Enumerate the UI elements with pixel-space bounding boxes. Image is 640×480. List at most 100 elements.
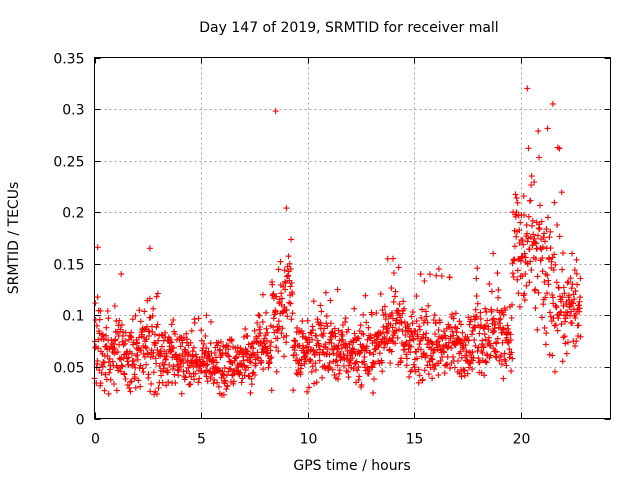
data-point xyxy=(243,351,250,358)
y-axis-label: SRMTID / TECUs xyxy=(6,182,22,295)
data-point xyxy=(388,285,395,292)
data-point xyxy=(269,292,276,299)
data-point xyxy=(429,341,436,348)
data-point xyxy=(510,274,517,280)
data-point xyxy=(577,275,584,282)
data-point xyxy=(266,359,273,366)
data-point xyxy=(536,226,543,233)
data-point xyxy=(329,366,336,373)
data-point xyxy=(526,279,533,286)
data-point xyxy=(137,383,144,390)
data-point xyxy=(388,348,395,355)
data-point xyxy=(169,365,176,372)
data-point xyxy=(561,290,568,297)
data-point xyxy=(276,323,283,330)
data-point xyxy=(283,205,290,212)
data-point xyxy=(570,291,577,298)
data-point xyxy=(521,212,527,219)
data-point xyxy=(544,272,551,279)
data-point xyxy=(394,317,400,323)
data-point xyxy=(126,385,133,392)
data-point xyxy=(136,307,143,314)
data-point xyxy=(428,355,435,362)
data-point xyxy=(318,308,325,315)
data-point xyxy=(549,100,556,107)
data-point xyxy=(560,284,567,291)
data-point xyxy=(464,370,471,377)
data-point xyxy=(101,359,108,366)
data-point xyxy=(107,376,114,383)
data-point xyxy=(422,308,429,315)
data-point xyxy=(111,303,118,309)
data-point xyxy=(389,324,396,331)
data-point xyxy=(467,360,474,367)
data-point xyxy=(119,363,126,370)
data-point xyxy=(184,336,191,343)
data-point xyxy=(358,381,365,388)
data-point xyxy=(140,368,147,375)
data-point xyxy=(127,388,134,395)
data-point xyxy=(330,350,337,357)
data-point xyxy=(311,380,318,387)
data-point xyxy=(223,372,230,379)
data-point xyxy=(378,359,385,366)
x-tick-label: 20 xyxy=(513,432,531,448)
data-point xyxy=(409,332,416,339)
data-point xyxy=(532,239,538,246)
data-point xyxy=(335,342,342,349)
data-point xyxy=(417,326,423,333)
data-point xyxy=(177,343,184,350)
data-point xyxy=(229,371,236,378)
data-point xyxy=(334,362,341,369)
data-point xyxy=(258,359,265,365)
data-point xyxy=(248,375,255,382)
data-point xyxy=(500,311,507,318)
data-point xyxy=(575,302,582,309)
data-point xyxy=(324,323,331,330)
data-point xyxy=(420,351,427,357)
data-point xyxy=(318,322,325,329)
data-point xyxy=(485,326,492,333)
data-point xyxy=(94,294,101,301)
data-point xyxy=(228,338,235,344)
data-point xyxy=(247,389,254,396)
data-point xyxy=(159,343,165,350)
data-point xyxy=(134,356,141,363)
data-point xyxy=(486,280,493,287)
data-point xyxy=(251,372,258,378)
data-point xyxy=(98,369,105,376)
data-point xyxy=(433,339,440,345)
data-point xyxy=(534,245,540,252)
data-point xyxy=(359,344,366,351)
data-point xyxy=(519,237,526,244)
data-point xyxy=(361,360,368,367)
data-point xyxy=(435,265,442,272)
data-point xyxy=(411,364,418,371)
data-point xyxy=(571,296,578,303)
data-point xyxy=(170,344,177,351)
data-point xyxy=(469,366,476,373)
data-point xyxy=(482,358,489,365)
data-point xyxy=(450,332,457,339)
data-point xyxy=(527,197,534,204)
data-point xyxy=(218,338,224,345)
data-point xyxy=(141,308,148,315)
data-point xyxy=(459,329,466,336)
data-point xyxy=(251,327,258,334)
data-point xyxy=(299,333,306,340)
data-point xyxy=(537,245,544,251)
data-point xyxy=(345,368,351,375)
data-point xyxy=(435,338,441,345)
data-point xyxy=(155,351,162,358)
x-tick-label: 10 xyxy=(300,432,318,448)
data-point xyxy=(524,238,531,245)
data-point xyxy=(401,305,408,312)
data-point xyxy=(377,291,384,297)
data-point xyxy=(182,353,188,360)
data-point xyxy=(211,350,218,356)
data-point xyxy=(564,309,571,316)
data-point xyxy=(268,339,275,346)
data-point xyxy=(495,286,502,293)
data-point xyxy=(447,333,454,340)
data-point xyxy=(535,289,542,296)
